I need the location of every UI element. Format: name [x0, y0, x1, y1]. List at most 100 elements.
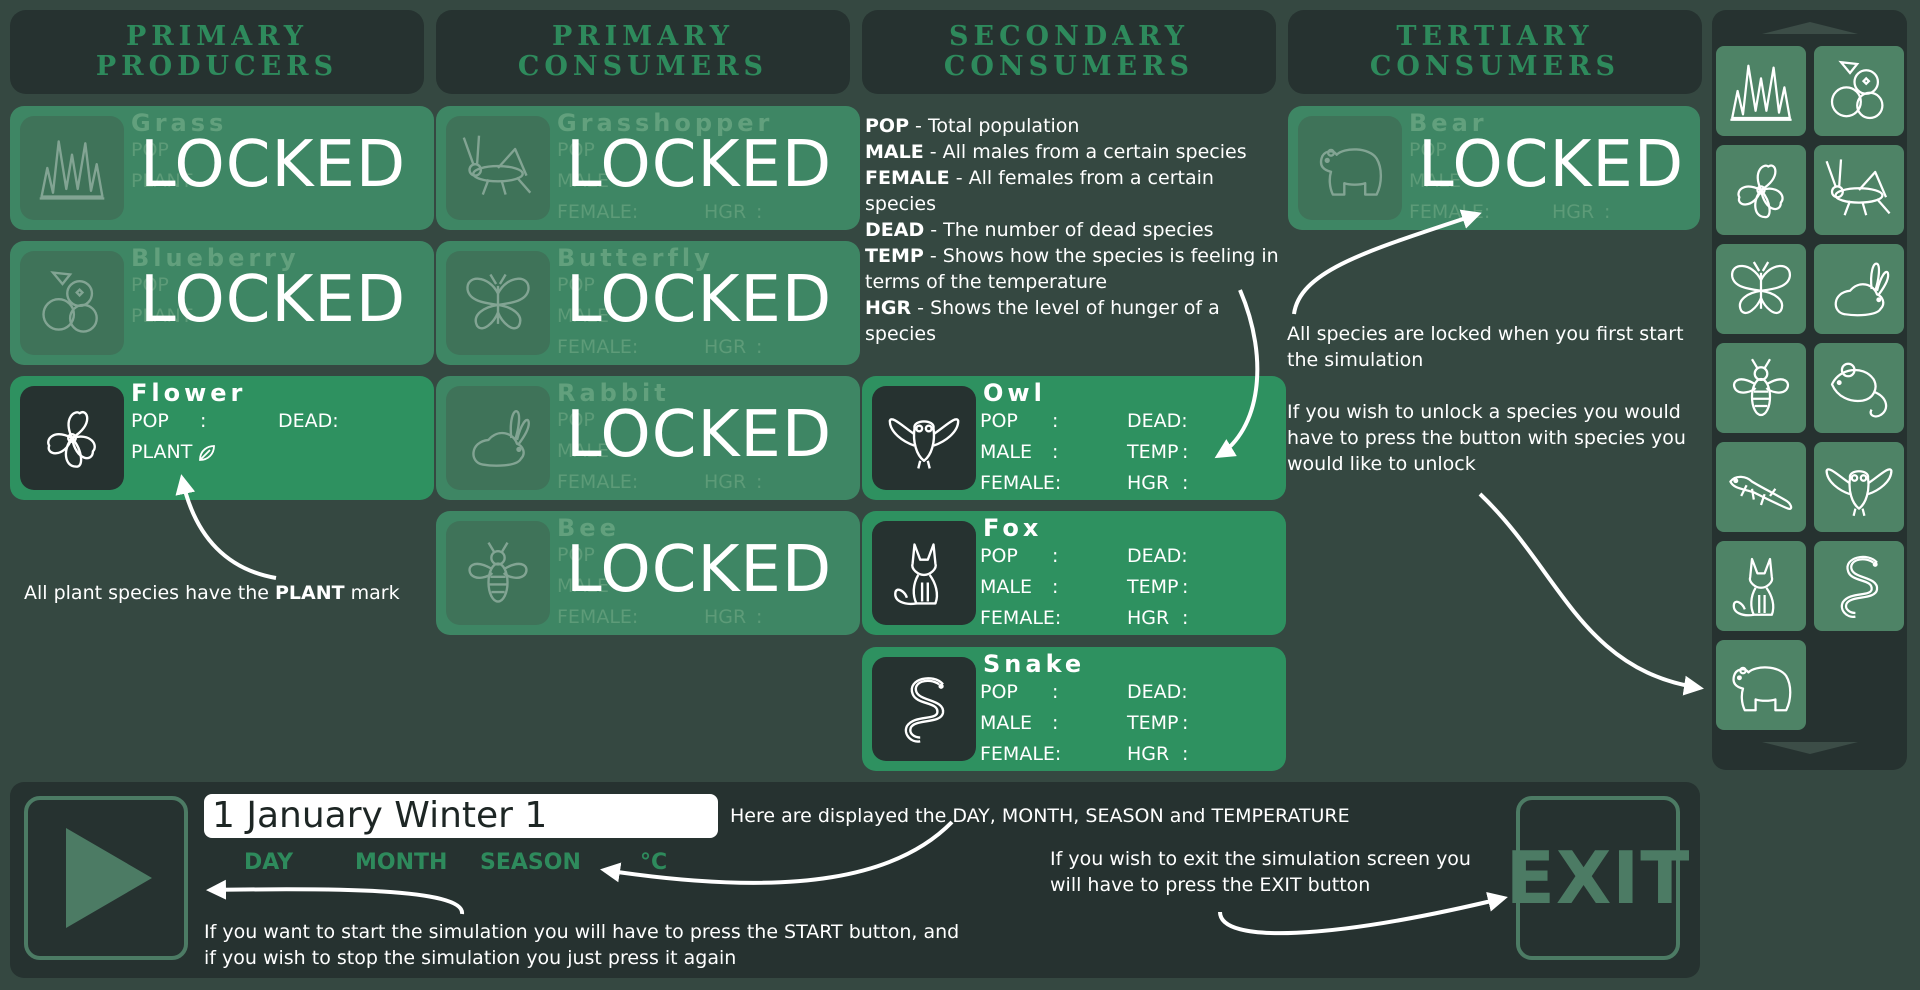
rabbit-thumb: [446, 386, 550, 490]
male-label: MALE: [980, 576, 1032, 598]
pop-label: POP: [980, 545, 1018, 567]
species-name: Fox: [983, 514, 1043, 542]
sidebar-button-rabbit[interactable]: [1814, 244, 1904, 334]
dead-label: DEAD:: [1127, 410, 1188, 432]
owl-icon: [1823, 451, 1895, 523]
hgr-colon: :: [1182, 743, 1189, 765]
lizard-icon: [1725, 451, 1797, 523]
butterfly-icon: [1725, 253, 1797, 325]
legend-item-dead: DEAD - The number of dead species: [865, 219, 1214, 241]
temperature-label: °C: [640, 850, 668, 875]
legend-item-temp: TEMP - Shows how the species is feeling …: [865, 245, 1279, 293]
female-label: FEMALE:: [980, 472, 1062, 494]
species-card-grass: Grass POP PLANT LOCKED: [10, 106, 434, 230]
hgr-label: HGR: [1127, 607, 1170, 629]
pop-label: POP: [131, 139, 169, 161]
species-card-snake: Snake POP : DEAD: MALE : TEMP : FEMALE: …: [862, 647, 1286, 771]
sidebar-button-bear[interactable]: [1716, 640, 1806, 730]
owl-thumb: [872, 386, 976, 490]
pop-colon: :: [1052, 681, 1059, 703]
pop-label: POP: [980, 681, 1018, 703]
sidebar-button-grasshopper[interactable]: [1814, 145, 1904, 235]
stats-legend: POP - Total population MALE - All males …: [865, 113, 1285, 347]
header-tertiary-consumers: TERTIARY CONSUMERS: [1288, 10, 1702, 94]
temp-colon: :: [1182, 441, 1189, 463]
start-button[interactable]: [24, 796, 188, 960]
scroll-up-arrow[interactable]: [1748, 20, 1872, 34]
sidebar-button-snake[interactable]: [1814, 541, 1904, 631]
species-sidebar: [1712, 10, 1907, 770]
sidebar-button-bee[interactable]: [1716, 343, 1806, 433]
exit-button[interactable]: EXIT: [1506, 796, 1689, 960]
pop-label: POP: [131, 274, 169, 296]
sidebar-button-fox[interactable]: [1716, 541, 1806, 631]
header-primary-consumers: PRIMARY CONSUMERS: [436, 10, 850, 94]
snake-icon: [886, 671, 962, 747]
grass-thumb: [20, 116, 124, 220]
female-label: FEMALE:: [980, 743, 1062, 765]
dead-label: DEAD:: [1127, 681, 1188, 703]
mouse-icon: [1823, 352, 1895, 424]
hgr-colon: :: [1604, 201, 1611, 223]
species-card-rabbit: Rabbit POP MALE FEMALE: HGR : LOCKED: [436, 376, 860, 500]
scroll-down-arrow[interactable]: [1748, 742, 1872, 756]
male-label: MALE: [557, 440, 609, 462]
species-name: Bee: [557, 514, 620, 542]
bear-icon: [1725, 649, 1797, 721]
leaf-icon: [199, 445, 215, 461]
pop-label: POP: [1409, 139, 1447, 161]
locked-species-note: All species are locked when you first st…: [1287, 323, 1684, 371]
sidebar-button-owl[interactable]: [1814, 442, 1904, 532]
grass-icon: [34, 130, 110, 206]
plant-label: PLANT: [131, 305, 193, 327]
season-label: SEASON: [480, 850, 581, 875]
female-label: FEMALE:: [557, 606, 639, 628]
female-label: FEMALE:: [557, 201, 639, 223]
unlock-species-note: If you wish to unlock a species you woul…: [1287, 401, 1686, 475]
hgr-colon: :: [756, 471, 763, 493]
month-label: MONTH: [355, 850, 448, 875]
snake-thumb: [872, 657, 976, 761]
sidebar-button-blueberry[interactable]: [1814, 46, 1904, 136]
header-secondary-consumers: SECONDARY CONSUMERS: [862, 10, 1276, 94]
bee-thumb: [446, 521, 550, 625]
temp-label: TEMP: [1127, 576, 1179, 598]
sidebar-button-flower[interactable]: [1716, 145, 1806, 235]
hgr-label: HGR: [704, 201, 747, 223]
species-card-fox: Fox POP : DEAD: MALE : TEMP : FEMALE: HG…: [862, 511, 1286, 635]
flower-icon: [34, 400, 110, 476]
hgr-colon: :: [1182, 472, 1189, 494]
species-card-bee: Bee POP MALE FEMALE: HGR : LOCKED: [436, 511, 860, 635]
sidebar-button-lizard[interactable]: [1716, 442, 1806, 532]
control-bar: 1 January Winter 1 DAY MONTH SEASON °C H…: [10, 782, 1700, 978]
male-label: MALE: [557, 305, 609, 327]
hgr-label: HGR: [704, 471, 747, 493]
fox-icon: [886, 535, 962, 611]
hgr-colon: :: [1182, 607, 1189, 629]
bear-thumb: [1298, 116, 1402, 220]
pop-colon: :: [200, 410, 207, 432]
female-label: FEMALE:: [980, 607, 1062, 629]
male-label: MALE: [557, 575, 609, 597]
plant-label: PLANT: [131, 441, 193, 463]
species-card-blueberry: Blueberry POP PLANT LOCKED: [10, 241, 434, 365]
fox-thumb: [872, 521, 976, 625]
locked-label: LOCKED: [566, 263, 833, 337]
hgr-colon: :: [756, 201, 763, 223]
pop-colon: :: [1052, 545, 1059, 567]
flower-thumb: [20, 386, 124, 490]
bear-icon: [1312, 130, 1388, 206]
play-icon: [66, 828, 152, 928]
species-card-flower: Flower POP : DEAD: PLANT: [10, 376, 434, 500]
fox-icon: [1725, 550, 1797, 622]
sidebar-button-grass[interactable]: [1716, 46, 1806, 136]
pop-colon: :: [1052, 410, 1059, 432]
sidebar-button-butterfly[interactable]: [1716, 244, 1806, 334]
legend-item-female: FEMALE - All females from a certain spec…: [865, 167, 1214, 215]
locked-label: LOCKED: [566, 128, 833, 202]
dead-label: DEAD:: [1127, 545, 1188, 567]
species-name: Owl: [983, 379, 1046, 407]
sidebar-button-mouse[interactable]: [1814, 343, 1904, 433]
date-display: 1 January Winter 1: [204, 794, 718, 838]
grass-icon: [1725, 55, 1797, 127]
